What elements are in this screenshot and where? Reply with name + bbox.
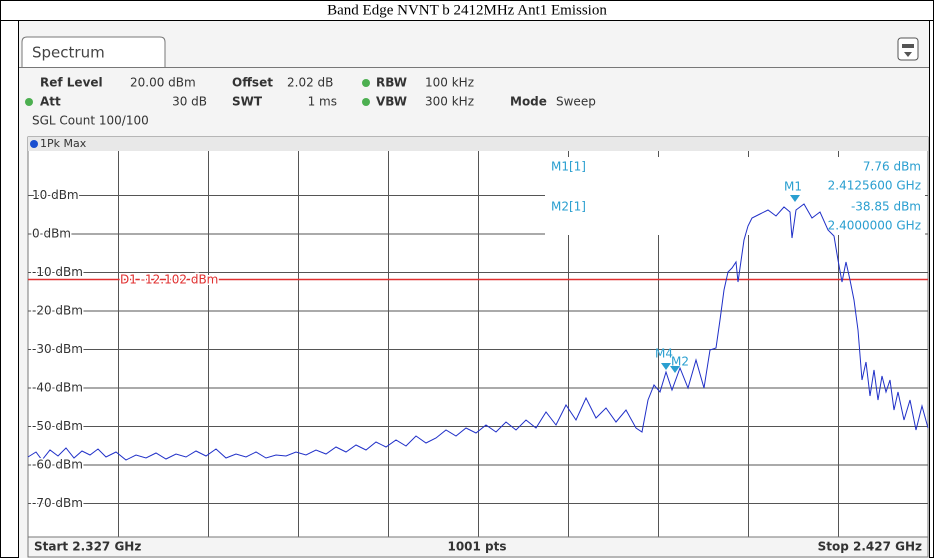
settings-icon[interactable] — [897, 37, 919, 61]
dot — [362, 98, 370, 106]
limit-label: D1 -12.102 dBm — [120, 273, 218, 287]
value: 2.02 dB — [287, 76, 333, 90]
trace — [27, 203, 929, 461]
label: Ref Level — [40, 76, 103, 90]
value: 30 dB — [172, 95, 207, 109]
marker-name: M1[1] — [551, 160, 586, 174]
start: Start 2.327 GHz — [34, 540, 141, 554]
icon-glyph — [902, 44, 914, 57]
value: 300 kHz — [425, 95, 474, 109]
label: SWT — [232, 95, 263, 109]
y-label: 10 dBm — [32, 188, 79, 202]
marker-level: -38.85 dBm — [851, 200, 921, 214]
footer — [27, 536, 929, 558]
dot — [30, 140, 38, 148]
stop: Stop 2.427 GHz — [818, 540, 922, 554]
points: 1001 pts — [447, 540, 506, 554]
y-label: -20 dBm — [32, 304, 83, 318]
label: VBW — [376, 95, 407, 109]
marker-freq: 2.4000000 GHz — [828, 219, 921, 233]
y-label: -40 dBm — [32, 381, 83, 395]
marker-level: 7.76 dBm — [863, 160, 921, 174]
y-label: -10 dBm — [32, 265, 83, 279]
marker-panel — [545, 157, 925, 235]
marker-tag: M4 — [655, 347, 673, 361]
y-label: -50 dBm — [32, 419, 83, 433]
dot — [362, 79, 370, 87]
marker-name: M2[1] — [551, 200, 586, 214]
label: Mode — [510, 95, 547, 109]
tab-label[interactable]: Spectrum — [32, 44, 105, 62]
marker-tag: M1 — [784, 180, 802, 194]
marker-tag: M2 — [671, 355, 689, 369]
value: 20.00 dBm — [130, 76, 196, 90]
trace-header — [28, 137, 928, 151]
y-label: -30 dBm — [32, 342, 83, 356]
value: Sweep — [556, 95, 596, 109]
dot — [25, 98, 33, 106]
y-label: -70 dBm — [32, 496, 83, 510]
y-label: 0 dBm — [32, 227, 71, 241]
value: 1 ms — [308, 95, 337, 109]
tab[interactable] — [21, 36, 166, 67]
title: Band Edge NVNT b 2412MHz Ant1 Emission — [327, 2, 607, 18]
label: Offset — [232, 76, 273, 90]
y-label: -60 dBm — [32, 458, 83, 472]
count: SGL Count 100/100 — [32, 114, 149, 128]
marker-freq: 2.4125600 GHz — [828, 179, 921, 193]
label: Att — [40, 95, 61, 109]
value: 100 kHz — [425, 76, 474, 90]
label: RBW — [376, 76, 407, 90]
trace-label: 1Pk Max — [40, 137, 87, 150]
